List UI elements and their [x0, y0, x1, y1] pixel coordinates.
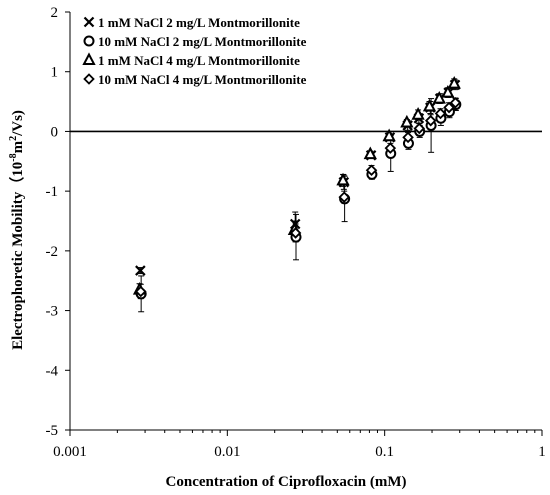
marker-stroke	[83, 16, 95, 28]
data-point-triangle	[411, 107, 425, 120]
data-point-diamond	[443, 101, 455, 114]
legend-marker-circle	[83, 35, 95, 47]
data-point-diamond	[384, 142, 397, 154]
x-tick-label: 0.1	[375, 444, 394, 460]
y-tick-label: 2	[51, 5, 59, 21]
x-axis-title: Concentration of Ciprofloxacin (mM)	[166, 474, 407, 490]
legend-label: 1 mM NaCl 2 mg/L Montmorillonite	[98, 15, 300, 30]
axes: -5 -4 -3 -2 -1 0 1 2 0.001 0.01 0.1 1	[46, 5, 546, 460]
x-tick-label: 0.001	[53, 444, 87, 460]
y-tick-label: 0	[51, 124, 59, 140]
data-point-triangle	[432, 90, 446, 104]
legend-marker-diamond	[83, 73, 95, 85]
data-point-triangle	[441, 84, 455, 98]
y-tick-label: -2	[46, 244, 59, 260]
data-point-diamond	[365, 164, 378, 177]
y-axis-title-exp: -8	[8, 153, 19, 161]
y-tick-label: 1	[51, 65, 59, 81]
data-point-triangle	[382, 128, 396, 142]
data-point-triangle	[336, 172, 350, 186]
data-point-diamond	[413, 122, 426, 135]
legend-marker-x	[83, 16, 95, 28]
marker-stroke	[135, 265, 146, 276]
data-point-diamond	[338, 191, 350, 203]
y-axis-title-exp2: 2	[8, 136, 19, 141]
legend-marker-triangle	[82, 52, 96, 65]
data-point-x	[135, 265, 146, 276]
data-point-diamond	[424, 114, 437, 127]
y-tick-label: -1	[46, 184, 59, 200]
data-point-diamond	[289, 227, 302, 239]
legend-label: 10 mM NaCl 4 mg/L Montmorillonite	[98, 72, 307, 87]
y-axis-title-main: Electrophoretic Mobility（10	[8, 162, 26, 350]
data-markers	[132, 76, 462, 300]
y-tick-label: -5	[46, 423, 59, 439]
data-point-diamond	[434, 107, 447, 120]
data-point-diamond	[402, 131, 414, 144]
y-axis-title-end: /Vs)	[10, 110, 26, 137]
legend-label: 10 mM NaCl 2 mg/L Montmorillonite	[98, 34, 307, 49]
x-tick-label: 1	[538, 444, 546, 460]
y-axis-title-unit: m	[10, 140, 26, 153]
data-point-triangle	[422, 98, 437, 112]
data-point-triangle	[363, 146, 377, 160]
data-point-diamond	[449, 96, 462, 109]
y-tick-label: -3	[46, 304, 59, 320]
data-point-triangle	[447, 76, 461, 89]
data-point-diamond	[134, 285, 147, 298]
legend-label: 1 mM NaCl 4 mg/L Montmorillonite	[98, 53, 300, 68]
x-tick-label: 0.01	[214, 444, 240, 460]
error-bars	[136, 78, 459, 313]
y-axis-title: Electrophoretic Mobility（10-8m2/Vs)	[8, 110, 26, 350]
y-tick-label: -4	[46, 363, 59, 379]
legend: 1 mM NaCl 2 mg/L Montmorillonite 10 mM Na…	[82, 15, 307, 87]
data-point-triangle	[400, 114, 414, 128]
